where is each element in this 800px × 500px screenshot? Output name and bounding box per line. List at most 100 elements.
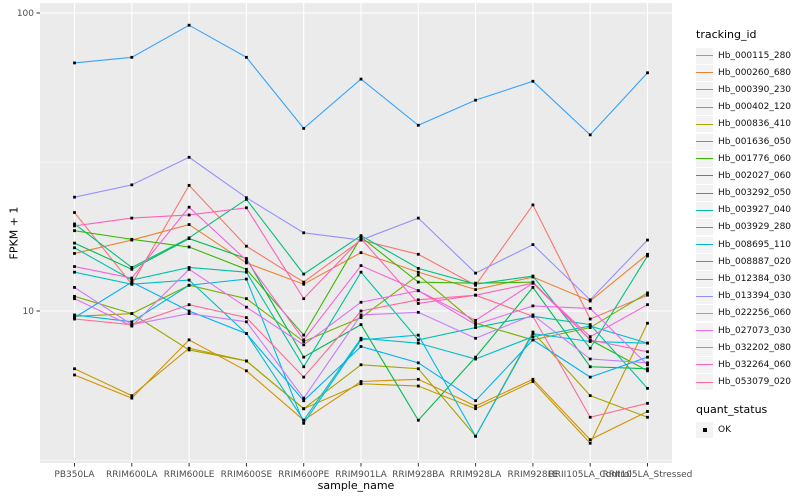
data-point xyxy=(245,244,248,248)
legend-item-ok: OK xyxy=(696,422,800,439)
legend-label: Hb_000390_230 xyxy=(718,84,792,95)
data-point xyxy=(416,280,420,284)
data-point xyxy=(359,313,363,317)
data-point xyxy=(245,257,248,260)
data-point xyxy=(302,333,306,337)
data-point xyxy=(302,355,306,359)
data-point xyxy=(359,380,363,383)
data-point xyxy=(646,401,649,405)
legend-key xyxy=(696,253,713,270)
series-color-line-icon xyxy=(696,123,713,125)
legend-label: Hb_008695_110 xyxy=(718,239,792,250)
x-tick-label: RRII105LA_Control xyxy=(548,470,631,480)
series-color-line-icon xyxy=(696,381,713,383)
data-point xyxy=(416,310,420,314)
data-point xyxy=(416,252,420,256)
data-point xyxy=(359,264,363,268)
data-point xyxy=(187,348,191,352)
data-point xyxy=(588,441,592,445)
legend-key xyxy=(696,64,713,81)
data-point xyxy=(416,361,420,365)
legend-label: OK xyxy=(718,425,731,436)
data-point xyxy=(474,407,477,411)
data-point xyxy=(130,396,134,400)
x-axis-title: sample_name xyxy=(317,479,395,492)
data-point xyxy=(73,224,76,228)
data-point xyxy=(187,155,191,159)
legend-label: Hb_032264_060 xyxy=(718,359,792,370)
data-point xyxy=(359,300,363,304)
data-point xyxy=(130,280,134,284)
data-point xyxy=(73,252,76,255)
legend-item-Hb_000836_410: Hb_000836_410 xyxy=(696,116,800,133)
data-point xyxy=(646,71,649,75)
data-point xyxy=(359,345,363,348)
data-point xyxy=(302,365,306,369)
data-point xyxy=(187,236,191,240)
legend-item-Hb_003292_050: Hb_003292_050 xyxy=(696,185,800,202)
legend-key xyxy=(696,47,713,64)
data-point xyxy=(73,229,76,233)
legend-key xyxy=(696,322,713,339)
legend-item-Hb_001776_060: Hb_001776_060 xyxy=(696,150,800,167)
data-point xyxy=(646,252,649,256)
series-color-line-icon xyxy=(696,278,713,280)
quant-status-legend-title: quant_status xyxy=(696,402,768,416)
x-tick-label: RRIM600PE xyxy=(278,470,330,480)
data-point xyxy=(474,434,477,438)
legend-label: Hb_000260_680 xyxy=(718,67,792,78)
data-point xyxy=(474,321,477,325)
data-point xyxy=(130,266,134,269)
data-point xyxy=(187,23,191,27)
data-point xyxy=(187,338,191,342)
legend-label: Hb_001636_050 xyxy=(718,136,792,147)
legend-item-Hb_027073_030: Hb_027073_030 xyxy=(696,322,800,339)
data-point xyxy=(474,271,477,275)
data-point xyxy=(73,286,76,289)
series-color-line-icon xyxy=(696,106,713,108)
data-point xyxy=(474,399,477,403)
data-point xyxy=(187,223,191,226)
series-color-line-icon xyxy=(696,330,713,332)
data-point xyxy=(646,293,649,297)
data-point xyxy=(531,274,535,278)
data-point xyxy=(588,317,592,321)
data-point xyxy=(302,231,306,235)
series-color-line-icon xyxy=(696,244,713,246)
legend-key xyxy=(696,356,713,373)
series-color-line-icon xyxy=(696,347,713,349)
series-color-line-icon xyxy=(696,261,713,263)
data-point xyxy=(474,336,477,340)
data-point xyxy=(416,216,420,220)
data-point xyxy=(130,320,134,324)
legend-key xyxy=(696,236,713,253)
legend-item-Hb_000402_120: Hb_000402_120 xyxy=(696,99,800,116)
tracking-id-legend-title: tracking_id xyxy=(696,28,757,41)
data-point xyxy=(531,377,535,381)
series-color-line-icon xyxy=(696,55,713,57)
data-point xyxy=(245,316,248,320)
legend-label: Hb_000836_410 xyxy=(718,119,792,130)
data-point xyxy=(588,326,592,329)
legend-key xyxy=(696,116,713,133)
data-point xyxy=(73,367,76,371)
data-point xyxy=(245,258,248,262)
data-point xyxy=(245,297,248,301)
data-point xyxy=(245,206,248,210)
legend-key xyxy=(696,202,713,219)
x-tick-label: RRIM928LA xyxy=(450,470,502,480)
legend-key xyxy=(696,339,713,356)
data-point xyxy=(302,421,306,425)
data-point xyxy=(73,270,76,274)
data-point xyxy=(187,303,191,307)
data-point xyxy=(359,338,363,342)
series-color-line-icon xyxy=(696,209,713,211)
data-point xyxy=(359,309,363,313)
data-point xyxy=(302,272,306,276)
data-point xyxy=(359,316,363,320)
data-point xyxy=(245,196,248,200)
data-point xyxy=(588,323,592,327)
data-point xyxy=(474,282,477,286)
legend-label: Hb_022256_060 xyxy=(718,308,792,319)
